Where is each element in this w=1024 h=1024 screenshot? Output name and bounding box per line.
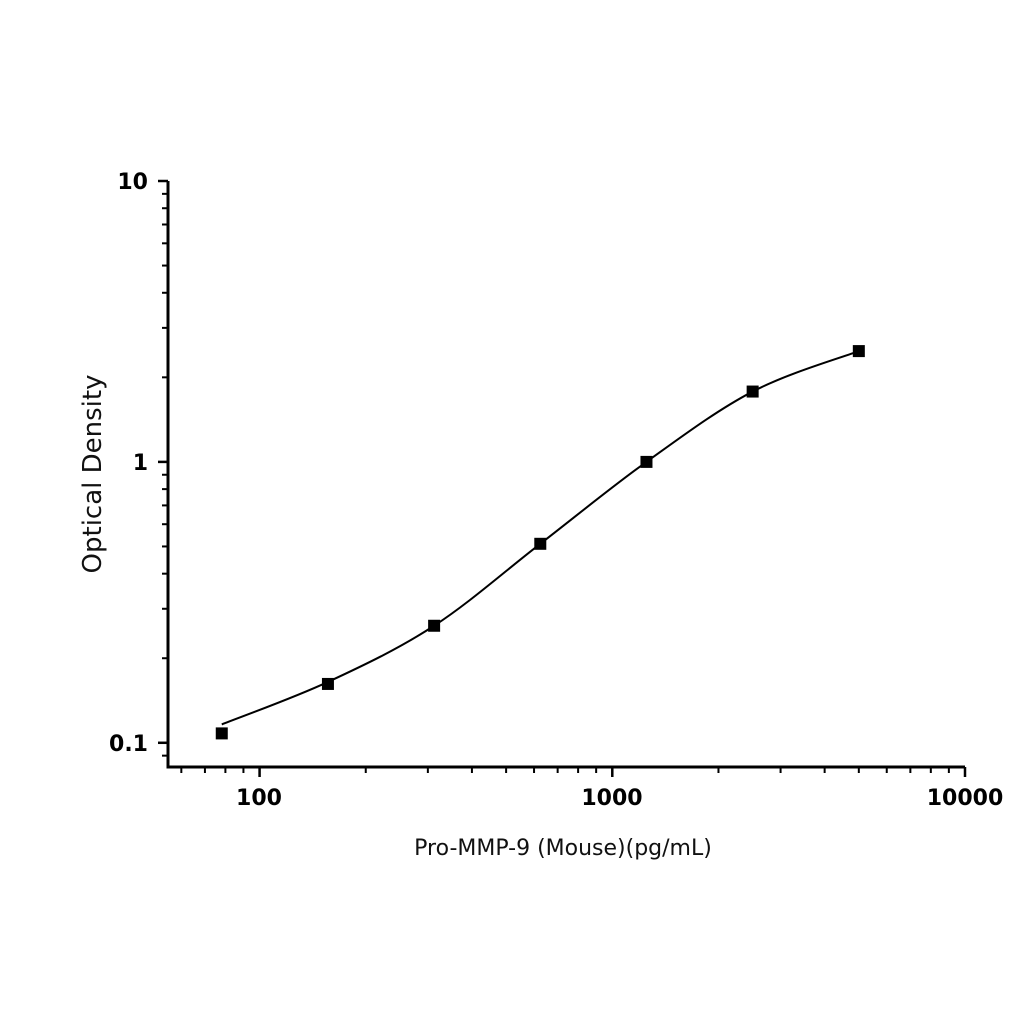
ticks [158,179,967,777]
y-tick-label-0.1: 0.1 [109,732,148,757]
x-tick-label-100: 100 [236,786,282,811]
data-point [321,677,334,690]
y-tick-label-10: 10 [117,170,148,195]
data-point [428,619,441,632]
x-axis-title: Pro-MMP-9 (Mouse)(pg/mL) [414,836,712,861]
x-tick-label-1000: 1000 [581,786,642,811]
data-points [215,345,865,740]
data-point [215,727,228,740]
fit-curve [221,350,860,726]
y-axis-title: Optical Density [78,375,108,574]
data-point [534,537,547,550]
data-point [852,345,865,358]
axes [166,181,965,769]
data-point [640,455,653,468]
data-point [746,385,759,398]
x-tick-label-10000: 10000 [927,786,1004,811]
y-tick-label-1: 1 [133,451,148,476]
